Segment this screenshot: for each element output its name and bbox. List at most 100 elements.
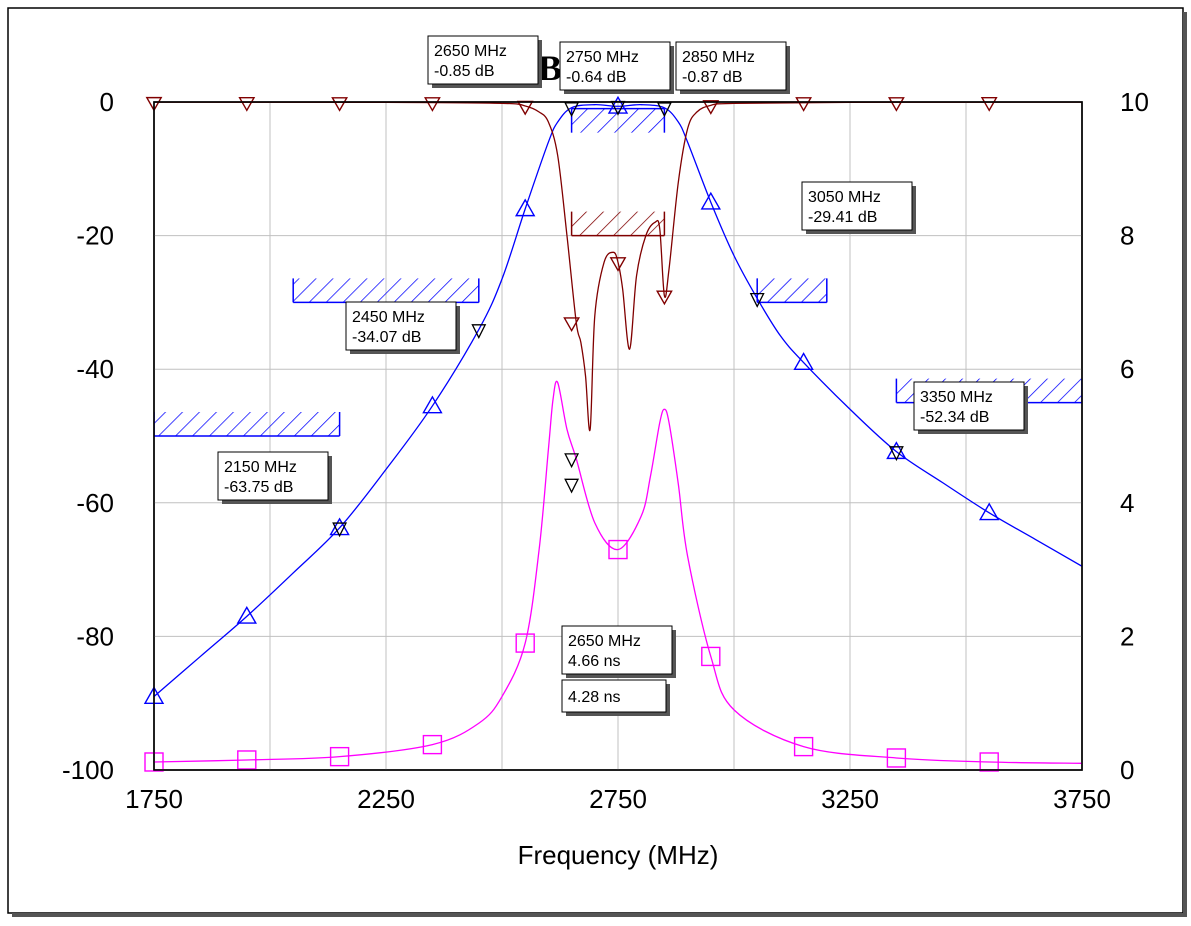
data-point-s11 — [887, 97, 905, 112]
annotation-line1: 2650 MHz — [434, 43, 507, 60]
series-line-group_delay — [154, 380, 1082, 764]
annotation-m-2150: 2150 MHz -63.75 dB — [217, 451, 332, 504]
y-left-tick-label: -60 — [76, 488, 114, 518]
series-line-s11 — [154, 102, 1082, 432]
annotations: 2650 MHz -0.85 dB 2750 MHz -0.64 dB 2850 MHz… — [217, 35, 1028, 716]
spec-mask-s21-pass — [571, 108, 665, 133]
annotation-m-2650: 2650 MHz -0.85 dB — [427, 35, 542, 88]
annotation-line1: 4.28 ns — [568, 689, 620, 706]
data-point-group_delay — [701, 646, 721, 667]
annotation-marker-m-2150 — [332, 522, 348, 538]
x-tick-label: 2250 — [357, 784, 415, 814]
annotation-m-gd-2650: 2650 MHz 4.66 ns — [561, 625, 676, 678]
data-point-s21 — [700, 191, 722, 210]
y-right-tick-label: 2 — [1120, 621, 1134, 651]
plot-border — [153, 101, 1083, 771]
annotation-marker-m-3050 — [749, 293, 765, 308]
x-tick-label: 1750 — [125, 784, 183, 814]
data-point-s21 — [514, 198, 536, 217]
y-left-tick-label: 0 — [100, 87, 114, 117]
data-point-group_delay — [979, 752, 999, 772]
annotation-m-2450: 2450 MHz -34.07 dB — [345, 301, 460, 354]
data-point-group_delay — [515, 633, 535, 653]
frame-shadow-bottom — [12, 913, 1187, 917]
annotation-box — [427, 35, 539, 85]
annotation-line1: 2850 MHz — [682, 49, 755, 66]
annotation-marker-m-gd-2650 — [564, 453, 580, 469]
frame-shadow-right — [1183, 12, 1187, 917]
annotation-box — [801, 181, 913, 231]
annotation-m-gd-2: 4.28 ns — [561, 679, 670, 716]
annotation-box — [561, 679, 667, 713]
y-right-tick-label: 4 — [1120, 488, 1134, 518]
data-point-s11 — [609, 257, 627, 272]
x-tick-label: 3750 — [1053, 784, 1111, 814]
annotation-box — [913, 381, 1025, 431]
data-point-group_delay — [422, 734, 443, 755]
y-left-tick-label: -20 — [76, 221, 114, 251]
annotation-marker-m-2650 — [564, 102, 580, 118]
annotation-box — [675, 41, 787, 91]
annotation-line2: -52.34 dB — [920, 409, 989, 426]
annotation-line2: -29.41 dB — [808, 209, 877, 226]
data-point-s11 — [238, 97, 256, 112]
annotation-m-2850: 2850 MHz -0.87 dB — [675, 41, 790, 94]
data-point-s21 — [793, 352, 814, 370]
annotation-line2: -0.85 dB — [434, 63, 494, 80]
x-tick-label: 3250 — [821, 784, 879, 814]
data-point-s11 — [795, 97, 813, 112]
y-right-tick-label: 0 — [1120, 755, 1134, 785]
spec-mask-s11-pass — [571, 211, 665, 236]
y-right-tick-label: 10 — [1120, 87, 1149, 117]
data-point-s11 — [563, 317, 581, 332]
data-point-s11 — [423, 97, 441, 112]
spec-mask-s21-high-1 — [757, 278, 827, 303]
annotation-line1: 2750 MHz — [566, 49, 639, 66]
data-point-s11 — [702, 100, 720, 115]
tick-labels: 1750 2250 2750 3250 3750 0 -20 -40 -60 -80 -100 10 8… — [62, 87, 1149, 814]
annotation-line1: 2450 MHz — [352, 309, 425, 326]
annotation-line2: -63.75 dB — [224, 479, 293, 496]
y-left-tick-label: -80 — [76, 621, 114, 651]
annotation-m-2750: 2750 MHz -0.64 dB — [559, 41, 674, 94]
annotation-line2: 4.66 ns — [568, 653, 620, 670]
annotation-m-3050: 3050 MHz -29.41 dB — [801, 181, 916, 234]
annotation-line2: -34.07 dB — [352, 329, 421, 346]
x-tick-label: 2750 — [589, 784, 647, 814]
data-point-s11 — [331, 97, 349, 112]
annotation-line2: -0.87 dB — [682, 69, 742, 86]
annotation-box — [217, 451, 329, 501]
y-left-tick-label: -100 — [62, 755, 114, 785]
data-point-group_delay — [237, 750, 257, 770]
x-axis-label: Frequency (MHz) — [518, 840, 719, 870]
annotation-box — [345, 301, 457, 351]
spec-mask-s21-low-2 — [293, 278, 479, 303]
data-point-s11 — [145, 96, 163, 112]
annotation-box — [561, 625, 673, 675]
partial-title-glyph: B — [538, 48, 562, 88]
data-point-group_delay — [329, 746, 350, 767]
annotation-marker-m-2450 — [471, 324, 487, 340]
annotation-m-3350: 3350 MHz -52.34 dB — [913, 381, 1028, 434]
annotation-line2: -0.64 dB — [566, 69, 626, 86]
annotation-line1: 3050 MHz — [808, 189, 881, 206]
data-point-s11 — [980, 97, 998, 112]
spec-mask-s21-low-1 — [154, 412, 340, 436]
data-point-s21 — [236, 605, 258, 624]
data-point-s21 — [978, 502, 1000, 521]
annotation-marker-m-gd-2 — [564, 478, 580, 494]
data-point-group_delay — [608, 539, 628, 560]
annotation-line1: 2650 MHz — [568, 633, 641, 650]
y-left-tick-label: -40 — [76, 354, 114, 384]
curve-markers — [143, 95, 1000, 772]
data-point-group_delay — [886, 748, 907, 768]
annotation-marker-m-2850 — [656, 102, 672, 118]
data-point-group_delay — [793, 736, 814, 757]
data-point-s11 — [655, 290, 673, 306]
data-point-s21 — [422, 395, 443, 414]
annotation-line1: 3350 MHz — [920, 389, 993, 406]
y-right-tick-label: 6 — [1120, 354, 1134, 384]
y-right-tick-label: 8 — [1120, 221, 1134, 251]
